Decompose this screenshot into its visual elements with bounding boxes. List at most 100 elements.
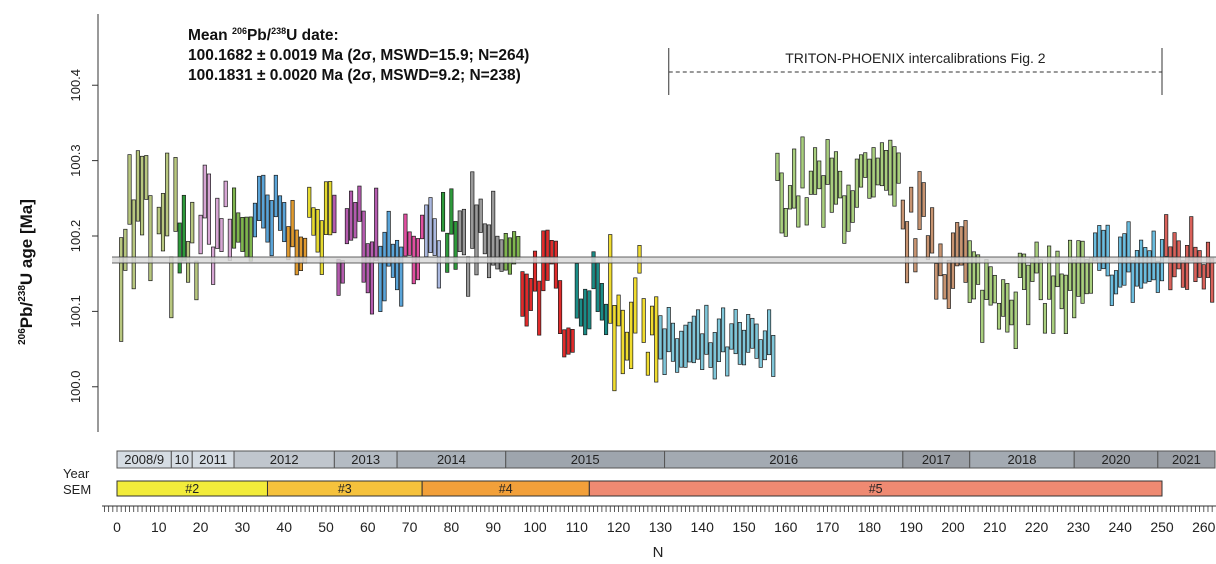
x-tick-label: 90	[485, 519, 501, 535]
uncertainty-bar	[649, 305, 655, 336]
uncertainty-bar	[733, 309, 738, 355]
uncertainty-bar	[1185, 244, 1190, 290]
uncertainty-bar	[900, 199, 905, 230]
uncertainty-bar	[942, 274, 947, 300]
uncertainty-bar	[549, 240, 554, 265]
uncertainty-bar	[474, 204, 479, 276]
uncertainty-bar	[825, 139, 830, 185]
year-label: 10	[175, 452, 189, 467]
uncertainty-bar	[934, 263, 939, 300]
uncertainty-bar	[173, 157, 178, 232]
uncertainty-bar	[119, 237, 124, 342]
uncertainty-bar	[666, 307, 671, 353]
uncertainty-bar	[190, 201, 195, 244]
uncertainty-bar	[675, 338, 680, 373]
uncertainty-bar	[833, 151, 839, 205]
uncertainty-bar	[892, 146, 897, 207]
year-row-label: Year	[63, 466, 90, 481]
uncertainty-bar	[424, 204, 429, 258]
uncertainty-bar	[227, 218, 232, 261]
x-tick-label: 260	[1192, 519, 1216, 535]
uncertainty-bar	[687, 321, 692, 363]
x-tick-label: 30	[235, 519, 251, 535]
uncertainty-bar	[382, 231, 387, 302]
sem-segment	[588, 480, 1163, 497]
x-tick-label: 210	[983, 519, 1007, 535]
uncertainty-bar	[604, 303, 609, 336]
y-tick-label: 100.4	[68, 69, 83, 102]
uncertainty-bar	[545, 229, 550, 281]
uncertainty-bar	[578, 298, 584, 327]
uncertainty-bar	[282, 202, 287, 243]
uncertainty-bar	[449, 188, 454, 235]
uncertainty-bar	[140, 155, 145, 236]
uncertainty-bar	[248, 216, 253, 262]
uncertainty-bar	[160, 193, 166, 252]
uncertainty-bar	[461, 208, 466, 256]
uncertainty-bar	[754, 323, 759, 359]
uncertainty-bar	[629, 301, 634, 369]
uncertainty-bar	[633, 277, 638, 334]
year-label: 2012	[270, 452, 299, 467]
uncertainty-bar	[679, 330, 684, 368]
uncertainty-bar	[821, 175, 826, 228]
uncertainty-bar	[963, 220, 968, 283]
uncertainty-bar	[374, 187, 379, 262]
x-tick-label: 0	[113, 519, 121, 535]
uncertainty-bar	[1172, 232, 1177, 278]
uncertainty-bar	[574, 263, 579, 319]
uncertainty-bar	[532, 250, 538, 292]
uncertainty-bar	[838, 170, 843, 199]
uncertainty-bar	[1047, 245, 1052, 300]
uncertainty-bar	[762, 330, 767, 361]
uncertainty-bar	[591, 251, 596, 290]
uncertainty-bar	[211, 246, 216, 285]
uncertainty-bar	[867, 158, 872, 199]
uncertainty-bar	[1072, 259, 1077, 319]
uncertainty-bar	[365, 243, 370, 294]
sem-label: #3	[338, 482, 352, 496]
x-axis-label: N	[653, 544, 664, 561]
uncertainty-bar	[1134, 250, 1139, 287]
uncertainty-bar	[1189, 216, 1194, 262]
uncertainty-bar	[1017, 252, 1022, 278]
uncertainty-bar	[265, 194, 270, 243]
uncertainty-bar	[930, 207, 935, 254]
uncertainty-bar	[583, 288, 588, 336]
uncertainty-bar	[850, 190, 855, 223]
x-tick-label: 50	[318, 519, 334, 535]
year-segment	[1157, 450, 1216, 469]
uncertainty-bar	[980, 289, 985, 343]
uncertainty-bar	[1113, 270, 1119, 295]
uncertainty-bar	[988, 266, 993, 306]
x-tick-label: 160	[774, 519, 798, 535]
sem-row-label: SEM	[63, 482, 91, 497]
uncertainty-bar	[1155, 260, 1160, 293]
uncertainty-bar	[787, 185, 793, 210]
uncertainty-bar	[1147, 250, 1152, 282]
uncertainty-bar	[1210, 257, 1215, 303]
uncertainty-bar	[1063, 274, 1068, 334]
uncertainty-bar	[428, 197, 433, 253]
x-tick-label: 150	[732, 519, 756, 535]
uncertainty-bar	[420, 214, 425, 240]
x-tick-label: 190	[900, 519, 924, 535]
year-label: 2008/9	[124, 452, 164, 467]
uncertainty-bar	[1101, 229, 1106, 270]
uncertainty-bar	[984, 259, 989, 300]
uncertainty-bar	[441, 192, 446, 232]
uncertainty-bar	[144, 155, 149, 200]
uncertainty-bar	[888, 139, 893, 196]
uncertainty-bar	[704, 304, 709, 355]
uncertainty-bar	[432, 218, 437, 256]
uncertainty-bar	[741, 329, 747, 366]
uncertainty-bar	[708, 342, 713, 368]
uncertainty-bar	[135, 150, 140, 222]
uncertainty-bar	[1164, 214, 1169, 257]
uncertainty-bar	[340, 260, 345, 284]
uncertainty-bar	[858, 154, 864, 188]
uncertainty-bar	[658, 315, 663, 360]
uncertainty-bar	[884, 150, 889, 191]
uncertainty-bar	[503, 233, 508, 271]
uncertainty-bar	[909, 186, 914, 213]
